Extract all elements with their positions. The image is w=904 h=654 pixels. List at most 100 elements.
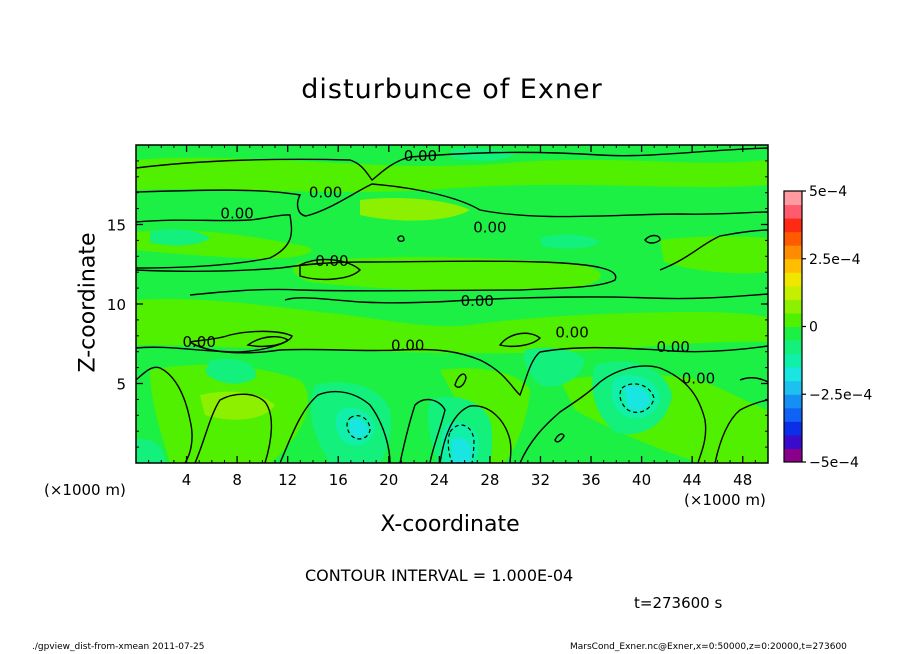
contour-line-negative: [346, 415, 371, 440]
colorbar-swatch: [784, 326, 802, 341]
contour-labels: 0.00 0.00 0.00 0.00 0.00 0.00 0.00 0.00 0.00 0.00…: [182, 147, 715, 388]
contour-label: 0.00: [315, 252, 348, 270]
colorbar-tick-label: −5e−4: [809, 455, 859, 471]
x-tick-label: 8: [232, 471, 242, 489]
x-tick-label: 24: [430, 471, 449, 489]
contour-label: 0.00: [182, 333, 215, 351]
contour-line: [659, 229, 768, 271]
y-tick-label: 15: [107, 217, 126, 235]
chart-title: disturbunce of Exner: [301, 74, 603, 105]
contour-line: [136, 147, 768, 181]
contour-label: 0.00: [682, 370, 715, 388]
contour-line: [498, 332, 542, 347]
field-patch: [524, 347, 585, 387]
colorbar-swatch: [784, 312, 802, 327]
contour-lines: [136, 147, 768, 463]
contour-line: [194, 393, 273, 463]
contour-line: [454, 373, 467, 388]
colorbar-swatch: [784, 191, 802, 206]
colorbar-swatch: [784, 367, 802, 382]
colorbar-swatch: [784, 394, 802, 409]
colorbar-swatch: [784, 245, 802, 260]
y-tick-label: 10: [107, 296, 126, 314]
colorbar-swatch: [784, 258, 802, 273]
contour-label: 0.00: [473, 219, 506, 237]
contour-line: [397, 235, 405, 242]
contour-label: 0.00: [555, 324, 588, 342]
colorbar-swatch: [784, 434, 802, 449]
contour-line: [739, 377, 768, 383]
field-patch: [136, 299, 768, 354]
footer-source-label: MarsCond_Exner.nc@Exner,x=0:50000,z=0:20…: [570, 642, 847, 652]
y-tick-label: 5: [116, 376, 126, 394]
contour-line: [136, 330, 293, 353]
negative-contours: [346, 383, 655, 463]
colorbar-tick-label: 5e−4: [809, 184, 847, 200]
contour-line: [136, 214, 293, 269]
x-axis-label: X-coordinate: [380, 512, 520, 537]
colorbar-swatch: [784, 285, 802, 300]
colorbar-swatch: [784, 299, 802, 314]
contour-line-negative: [619, 383, 655, 413]
x-axis-unit-right: (×1000 m): [684, 491, 766, 509]
contour-line: [189, 341, 768, 397]
field-patch: [452, 437, 472, 463]
contour-line: [714, 399, 768, 463]
field-patch: [360, 198, 470, 221]
contour-line: [439, 405, 512, 463]
field-patch: [200, 391, 275, 420]
field-patch: [624, 385, 650, 411]
colorbar-swatch: [784, 380, 802, 395]
contour-line: [644, 234, 661, 244]
contour-line: [279, 390, 391, 463]
field-patch: [350, 418, 368, 438]
field-patch: [150, 229, 210, 246]
field-patch: [450, 147, 515, 161]
x-tick-label: 16: [329, 471, 348, 489]
colorbar-swatch: [784, 340, 802, 355]
field-patches: [136, 147, 768, 463]
x-tick-label: 44: [683, 471, 702, 489]
contour-line: [399, 398, 446, 463]
contour-line: [246, 336, 290, 348]
time-label: t=273600 s: [634, 594, 723, 612]
contour-line: [519, 365, 707, 463]
field-patch: [293, 257, 601, 291]
x-tick-label: 32: [531, 471, 550, 489]
colorbar-swatch: [784, 448, 802, 463]
field-patch: [540, 234, 600, 249]
colorbar-swatch: [784, 353, 802, 368]
contour-label: 0.00: [656, 338, 689, 356]
colorbar-tick-label: 2.5e−4: [809, 252, 861, 268]
colorbar-swatch: [784, 231, 802, 246]
field-patch: [205, 358, 256, 384]
x-tick-label: 12: [278, 471, 297, 489]
x-tick-label: 20: [379, 471, 398, 489]
contour-interval-label: CONTOUR INTERVAL = 1.000E-04: [305, 566, 574, 585]
contour-line: [299, 258, 361, 281]
x-tick-label: 40: [632, 471, 651, 489]
x-tick-label: 28: [480, 471, 499, 489]
x-tick-label: 48: [733, 471, 752, 489]
x-tick-label: 36: [581, 471, 600, 489]
contour-line: [136, 260, 617, 296]
contour-label: 0.00: [220, 204, 253, 222]
y-axis: 5 10 15: [107, 160, 768, 448]
colorbar: 5e−4 2.5e−4 0 −2.5e−4 −5e−4: [783, 184, 872, 471]
colorbar-tick-label: 0: [809, 320, 818, 336]
contour-label: 0.00: [391, 336, 424, 354]
x-axis-unit-left: (×1000 m): [44, 481, 126, 499]
contour-line: [136, 183, 768, 218]
colorbar-swatch: [784, 272, 802, 287]
x-tick-label: 4: [182, 471, 192, 489]
footer-script-label: ./gpview_dist-from-xmean 2011-07-25: [32, 642, 205, 652]
field-patch: [660, 236, 768, 274]
contour-line-negative: [447, 424, 475, 463]
contour-label: 0.00: [309, 184, 342, 202]
colorbar-swatch: [784, 218, 802, 233]
x-axis: 4 8 12 16 20 24 28 32 36 40 44 48: [148, 145, 756, 489]
contour-label: 0.00: [461, 292, 494, 310]
colorbar-swatch: [784, 204, 802, 219]
contour-label: 0.00: [404, 147, 437, 165]
